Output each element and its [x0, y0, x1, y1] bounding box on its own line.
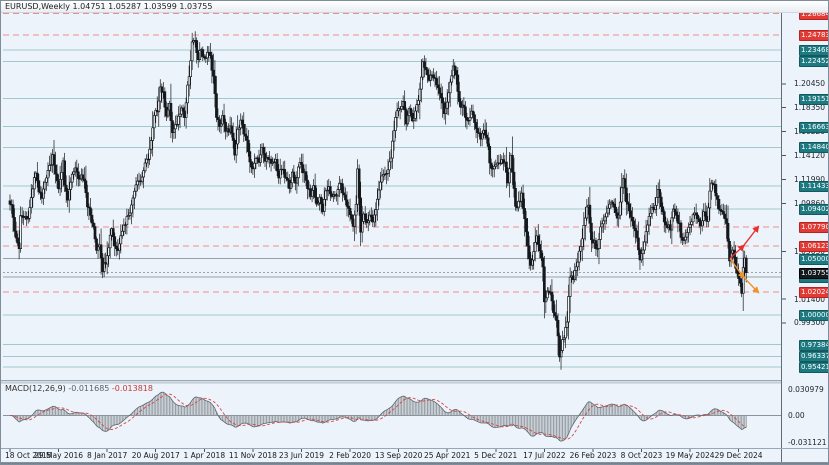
- price-tick-label: 1.20450: [794, 79, 826, 89]
- date-tick-label: 2 Feb 2020: [329, 451, 371, 460]
- resistance-price-badge: 1.02024: [799, 287, 828, 299]
- date-tick-label: 25 Apr 2021: [423, 451, 471, 460]
- macd-value: -0.011685: [68, 384, 110, 393]
- macd-name: MACD(12,26,9): [5, 384, 66, 393]
- support-price-badge: 1.11433: [799, 180, 828, 192]
- date-tick-label: 26 Feb 2023: [569, 451, 617, 460]
- macd-axis-label: 0.030979: [788, 384, 824, 394]
- bearish-projection-arrow[interactable]: [729, 258, 760, 294]
- support-price-badge: 0.95421: [799, 361, 828, 373]
- price-tick-label: 1.11990: [794, 175, 826, 185]
- date-tick-label: 11 Nov 2018: [228, 451, 277, 460]
- current-price-badge: 1.03755: [799, 267, 828, 279]
- date-tick-label: 8 Oct 2023: [620, 451, 663, 460]
- window-bottom-border: [1, 462, 828, 464]
- resistance-price-badge: 1.24783: [799, 29, 828, 41]
- chart-ohlc-values: 1.04751 1.05287 1.03599 1.03755: [69, 2, 213, 11]
- date-tick-label: 17 Jul 2022: [523, 451, 566, 460]
- chart-title: EURUSD,Weekly 1.04751 1.05287 1.03599 1.…: [5, 1, 212, 12]
- macd-axis-label: 0.00: [788, 410, 805, 420]
- support-price-badge: 1.19151: [799, 93, 828, 105]
- price-axis[interactable]: 1.204501.183501.162201.141201.119901.098…: [782, 1, 828, 464]
- time-axis[interactable]: 18 Oct 2015 29 May 2016 8 Jan 2017 20 Aug 2…: [1, 449, 781, 462]
- date-tick-label: 20 Aug 2017: [131, 451, 180, 460]
- date-tick-label: 13 Sep 2020: [374, 451, 423, 460]
- support-price-badge: 0.97384: [799, 339, 828, 351]
- date-tick-label: 23 Jun 2019: [278, 451, 325, 460]
- date-tick-label: 1 Apr 2018: [183, 451, 226, 460]
- date-tick-label: 29 May 2016: [34, 451, 84, 460]
- support-price-badge: 1.00000: [799, 310, 828, 322]
- macd-layer: [3, 391, 781, 442]
- support-price-badge: 1.22452: [799, 56, 828, 68]
- date-tick-label: 5 Dec 2021: [474, 451, 518, 460]
- support-price-badge: 1.09402: [799, 203, 828, 215]
- date-tick-label: 8 Jan 2017: [87, 451, 128, 460]
- macd-axis-label: -0.031121: [788, 437, 827, 447]
- support-price-badge: 0.96337: [799, 351, 828, 363]
- title-bar: EURUSD,Weekly 1.04751 1.05287 1.03599 1.…: [1, 1, 828, 13]
- date-tick-label: 19 May 2024: [665, 451, 715, 460]
- macd-signal-line: [9, 393, 747, 440]
- price-tick-label: 1.09860: [794, 199, 825, 208]
- price-tick-label: 0.99300: [794, 318, 826, 328]
- support-price-badge: 1.16663: [799, 121, 828, 133]
- date-tick-label: 18 Oct 2015: [5, 451, 52, 460]
- resistance-price-badge: 1.07790: [799, 222, 828, 233]
- price-tick-label: 1.14120: [794, 150, 826, 160]
- price-tick-label: 1.18350: [794, 103, 826, 113]
- bullish-projection-arrow[interactable]: [729, 225, 760, 260]
- price-tick-label: 1.01400: [794, 294, 826, 304]
- date-tick-label: 29 Dec 2024: [714, 451, 763, 460]
- support-price-badge: 1.23468: [799, 44, 828, 56]
- macd-indicator-label: MACD(12,26,9) -0.011685 -0.013818: [5, 384, 153, 393]
- macd-signal-value: -0.013818: [111, 384, 153, 393]
- chart-symbol-timeframe: EURUSD,Weekly: [5, 2, 70, 11]
- resistance-price-badge: 1.06123: [799, 240, 828, 252]
- support-price-badge: 1.05000: [799, 253, 828, 265]
- candles-layer: [8, 31, 748, 370]
- support-price-badge: 1.14840: [799, 142, 828, 154]
